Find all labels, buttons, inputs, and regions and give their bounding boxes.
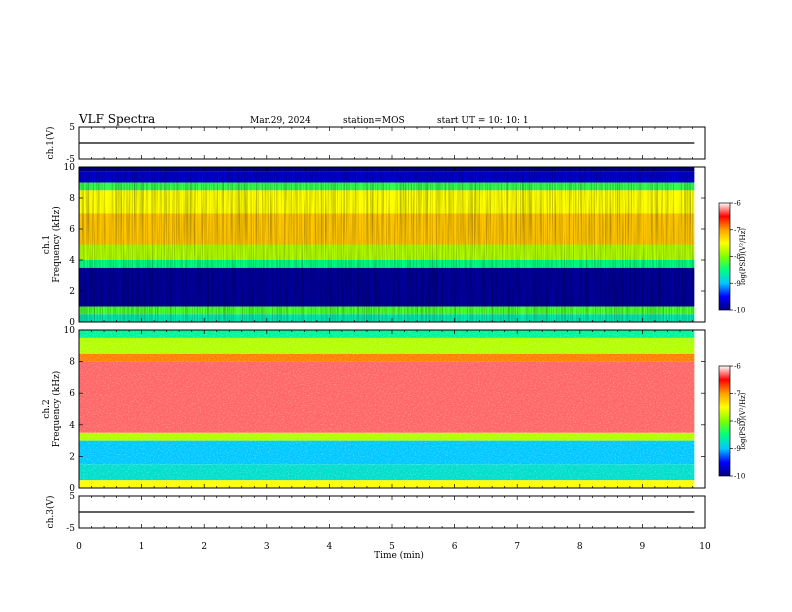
x-tick-label: 9 (640, 542, 646, 552)
ch1-voltage-y-label: ch.1(V) (45, 127, 56, 160)
y-tick-label: 10 (64, 326, 76, 336)
colorbar-label: log(PSD)(V²/Hz) (739, 392, 747, 449)
colorbar-tick-label: -7 (734, 390, 741, 398)
colorbar-label: log(PSD)(V²/Hz) (739, 228, 747, 285)
colorbar-tick-label: -9 (734, 445, 741, 453)
ch2-spectrogram-panel: -6 -7 -8 -9 -10 log(PSD)(V²/Hz) 0 2 4 6 8 10 ch.2Fre… (42, 326, 747, 494)
y-tick-label: -5 (66, 155, 75, 165)
header-date: Mar.29, 2024 (250, 116, 311, 126)
x-tick-label: 5 (389, 542, 395, 552)
colorbar-tick-label: -6 (734, 363, 741, 371)
y-tick-label: 8 (69, 194, 75, 204)
colorbar-tick-label: -7 (734, 226, 741, 234)
y-tick-label: 6 (69, 225, 75, 235)
ch1-spectrogram-colorbar: -6 -7 -8 -9 -10 log(PSD)(V²/Hz) (718, 200, 747, 315)
colorbar-tick-label: -10 (734, 473, 745, 481)
y-tick-label: 5 (69, 492, 75, 502)
figure-title: VLF Spectra (78, 112, 155, 126)
header-station: station=MOS (343, 116, 405, 126)
ch2-spectrogram-image (79, 330, 695, 488)
x-tick-label: 0 (76, 542, 82, 552)
x-axis-label: Time (min) (374, 550, 424, 561)
colorbar-tick-label: -6 (734, 200, 741, 208)
ch2-spectrogram-colorbar: -6 -7 -8 -9 -10 log(PSD)(V²/Hz) (718, 363, 747, 481)
ch3-voltage-panel: 5 -5 ch.3(V) (45, 492, 706, 534)
ch2-spectrogram-y-label: ch.2Frequency (kHz) (42, 371, 62, 448)
colorbar-scale (718, 365, 731, 477)
ch1-spectrogram-image (79, 167, 695, 322)
ch3-voltage-y-label: ch.3(V) (45, 496, 56, 529)
ch2-spectrogram-texture (79, 330, 695, 488)
ch1-spectrogram-y-label: ch.1Frequency (kHz) (42, 206, 62, 283)
y-tick-label: 8 (69, 358, 75, 368)
colorbar-tick-label: -10 (734, 307, 745, 315)
x-tick-label: 1 (139, 542, 145, 552)
colorbar-tick-label: -8 (734, 418, 741, 426)
x-tick-label: 2 (201, 542, 207, 552)
y-tick-label: 4 (69, 421, 75, 431)
x-tick-label: 7 (514, 542, 520, 552)
x-tick-label: 8 (577, 542, 583, 552)
colorbar-tick-label: -9 (734, 280, 741, 288)
y-tick-label: 4 (69, 256, 75, 266)
ch1-voltage-panel: 5 -5 ch.1(V) (45, 123, 706, 165)
y-tick-label: 2 (69, 452, 75, 462)
colorbar-scale (718, 202, 731, 311)
y-tick-label: 6 (69, 389, 75, 399)
ch1-spectrogram-panel: -6 -7 -8 -9 -10 log(PSD)(V²/Hz) 0 2 4 6 8 10 ch.1Fre… (42, 163, 747, 328)
y-tick-label: 10 (64, 163, 76, 173)
y-tick-label: 2 (69, 287, 75, 297)
x-tick-label: 6 (452, 542, 458, 552)
ch1-spectrogram-texture (79, 167, 695, 322)
x-tick-label: 10 (699, 542, 711, 552)
y-tick-label: 0 (69, 484, 75, 494)
y-tick-label: 5 (69, 123, 75, 133)
y-tick-label: 0 (69, 318, 75, 328)
x-tick-label: 4 (327, 542, 333, 552)
panels: 5 -5 ch.1(V) -6 -7 -8 -9 -10 log(PSD)(V²/Hz) 0 2 4 6… (42, 123, 747, 534)
x-tick-label: 3 (264, 542, 270, 552)
header-start-ut: start UT = 10: 10: 1 (437, 116, 529, 126)
colorbar-tick-label: -8 (734, 253, 741, 261)
x-tick-labels: 0 1 2 3 4 5 6 7 8 9 10 (76, 542, 711, 552)
figure-header: VLF Spectra Mar.29, 2024 station=MOS sta… (78, 112, 529, 126)
y-tick-label: -5 (66, 524, 75, 534)
